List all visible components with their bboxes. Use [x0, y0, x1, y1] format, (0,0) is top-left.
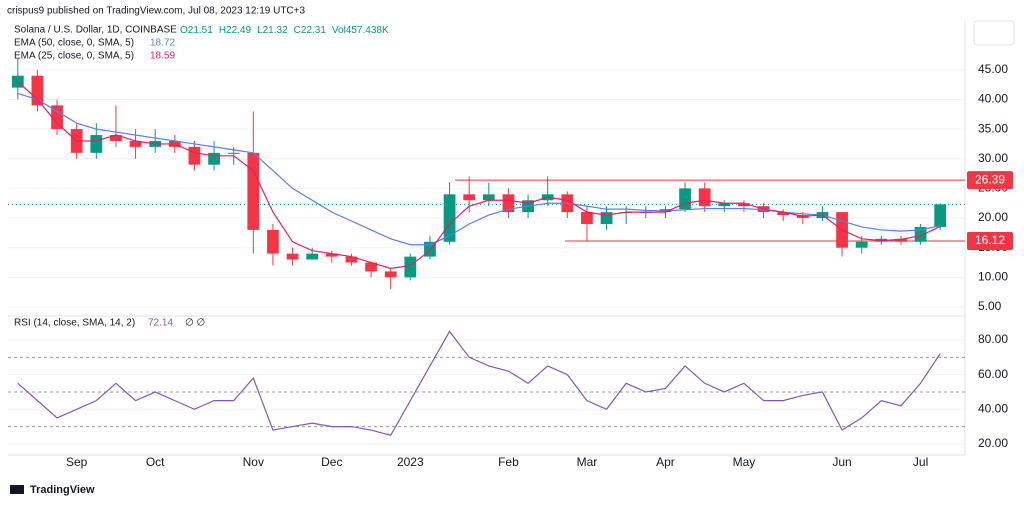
candle-body — [443, 194, 456, 242]
legend-value: 72.14 — [148, 318, 173, 329]
candle-body — [502, 194, 515, 213]
rsi-title: RSI (14, close, SMA, 14, 2) — [14, 318, 135, 329]
candle-body — [267, 229, 279, 254]
candle-body — [208, 152, 220, 165]
x-tick-label: Jun — [832, 455, 851, 469]
level-label: 16.12 — [975, 233, 1005, 247]
x-tick-label: Dec — [321, 455, 342, 469]
candle-body — [934, 204, 947, 227]
logo-icon — [10, 485, 24, 494]
legend-value: 18.72 — [150, 38, 175, 49]
y-tick-label: 5.00 — [978, 299, 1002, 313]
x-tick-label: Nov — [243, 455, 264, 469]
candle-body — [679, 188, 691, 210]
candle-body — [698, 188, 711, 207]
ohlc-item: H22.49 — [219, 25, 252, 36]
y-tick-label: 10.00 — [978, 270, 1008, 284]
candle-body — [188, 146, 201, 165]
candle-body — [345, 256, 358, 263]
rsi-line — [17, 330, 941, 436]
candle-body — [855, 241, 868, 248]
ohlc-item: O21.51 — [180, 25, 213, 36]
x-tick-label: Jul — [913, 455, 928, 469]
candle-body — [738, 203, 750, 207]
level-tag — [967, 232, 1013, 251]
candle-body — [31, 75, 44, 106]
ema-line — [17, 81, 941, 270]
y-tick-label: 30.00 — [978, 151, 1008, 165]
menu-button[interactable] — [973, 20, 1015, 46]
candle-body — [325, 253, 338, 257]
legend-extra: ∅ ∅ — [185, 318, 205, 329]
level-label: 26.39 — [975, 172, 1005, 186]
candle-body — [718, 203, 731, 207]
candle-body — [306, 253, 319, 260]
y-tick-label: 20.00 — [978, 436, 1008, 450]
candle-body — [895, 238, 907, 242]
ohlc: O21.51 H22.49 L21.32 C22.31 Vol457.438K — [180, 25, 389, 36]
y-tick-label: 40.00 — [978, 92, 1008, 106]
candle-body — [129, 140, 142, 147]
legend-value: 18.59 — [150, 51, 175, 62]
y-tick-label: 40.00 — [978, 401, 1008, 415]
candle-body — [110, 135, 122, 141]
level-tag — [967, 171, 1013, 190]
x-tick-label: 2023 — [397, 455, 424, 469]
x-tick-label: Mar — [577, 455, 598, 469]
candle-body — [914, 226, 927, 242]
ohlc-item: L21.32 — [257, 25, 288, 36]
y-tick-label: 35.00 — [978, 121, 1008, 135]
candle-body — [384, 271, 397, 278]
candle-body — [482, 194, 495, 201]
candle-body — [777, 212, 790, 216]
ohlc-item: Vol457.438K — [332, 25, 389, 36]
candle-body — [365, 262, 377, 272]
symbol-title: Solana / U.S. Dollar, 1D, COINBASE — [14, 25, 177, 36]
x-tick-label: Feb — [498, 455, 519, 469]
candle-body — [247, 152, 260, 230]
legend-ema50: EMA (50, close, 0, SMA, 5) — [14, 38, 134, 49]
x-tick-label: Sep — [66, 455, 88, 469]
y-tick-label: 80.00 — [978, 332, 1008, 346]
ohlc-item: C22.31 — [294, 25, 327, 36]
candle-body — [424, 241, 436, 257]
x-tick-label: Oct — [146, 455, 165, 469]
candle-body — [581, 212, 593, 224]
x-tick-label: May — [733, 455, 756, 469]
y-tick-label: 20.00 — [978, 210, 1008, 224]
candle-body — [90, 135, 103, 153]
y-tick-label: 60.00 — [978, 367, 1008, 381]
footer-logo: TradingView — [30, 484, 95, 496]
candle-body — [286, 253, 299, 260]
candle-body — [404, 256, 417, 278]
candle-body — [227, 152, 240, 154]
candle-body — [463, 194, 476, 201]
candle-body — [51, 105, 63, 130]
x-tick-label: Apr — [656, 455, 675, 469]
y-tick-label: 45.00 — [978, 62, 1008, 76]
publisher: crispus9 published on TradingView.com, J… — [7, 6, 305, 17]
candle-body — [600, 212, 613, 224]
legend-ema25: EMA (25, close, 0, SMA, 5) — [14, 51, 134, 62]
